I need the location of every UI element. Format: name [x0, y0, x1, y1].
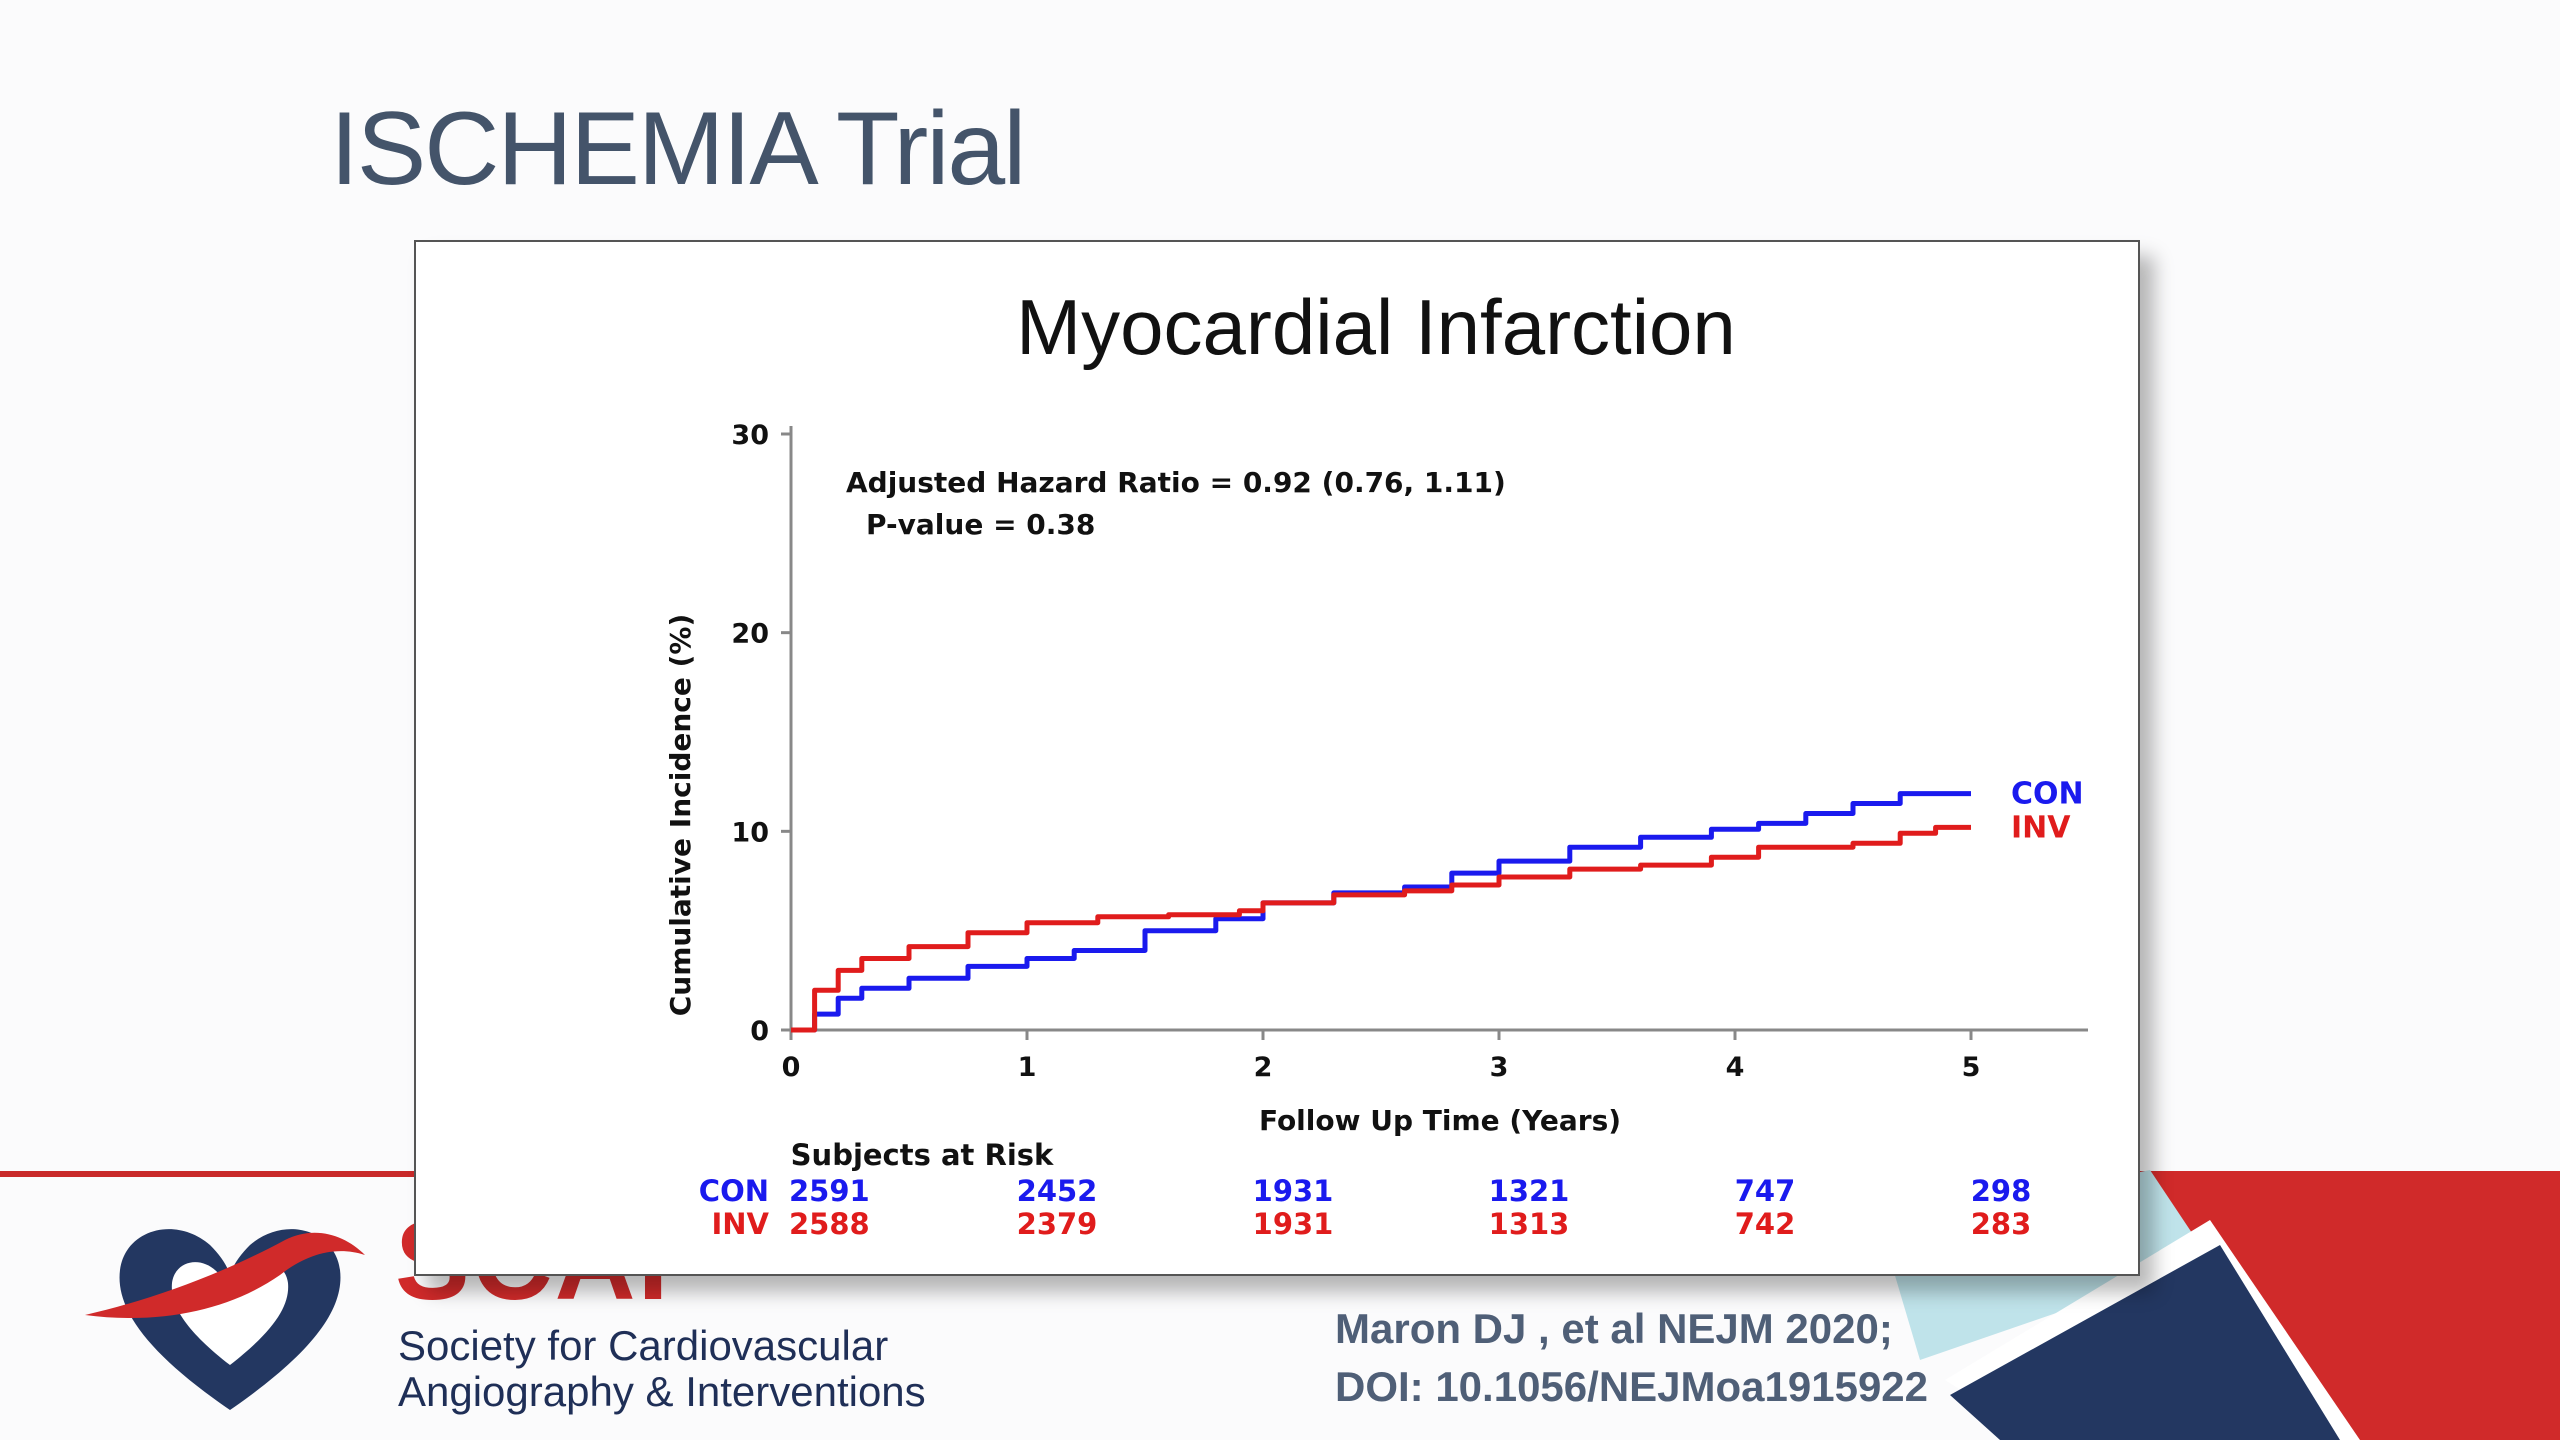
citation-line-1: Maron DJ , et al NEJM 2020;	[1335, 1305, 1893, 1352]
risk-value-inv: 1313	[1489, 1207, 1570, 1241]
risk-row-label-con: CON	[699, 1174, 769, 1208]
y-axis-title: Cumulative Incidence (%)	[664, 614, 697, 1017]
p-value-annotation: P-value = 0.38	[866, 508, 1095, 541]
risk-value-inv: 1931	[1253, 1207, 1334, 1241]
series-line-con	[791, 791, 1971, 1033]
risk-table: CON 2591 2452 1931 1321 747 298 INV 2588 2379 1931…	[699, 1174, 2031, 1241]
risk-value-con: 1931	[1253, 1174, 1334, 1208]
y-tick-label: 20	[731, 619, 769, 650]
x-tick-label: 2	[1254, 1052, 1273, 1083]
risk-value-inv: 742	[1735, 1207, 1796, 1241]
risk-row-label-inv: INV	[711, 1207, 769, 1241]
series-label-inv: INV	[2011, 810, 2071, 845]
risk-table-title: Subjects at Risk	[791, 1138, 1054, 1172]
risk-value-con: 2591	[789, 1174, 870, 1208]
x-tick-label: 5	[1962, 1052, 1981, 1083]
risk-value-inv: 2588	[789, 1207, 870, 1241]
chart-panel: Myocardial Infarction Adjusted Hazard Ra…	[414, 240, 2140, 1276]
risk-value-inv: 283	[1971, 1207, 2032, 1241]
x-tick-label: 1	[1018, 1052, 1037, 1083]
risk-value-con: 298	[1971, 1174, 2032, 1208]
heart-logo-icon	[85, 1229, 365, 1410]
slide-title: ISCHEMIA Trial	[330, 91, 1026, 207]
x-tick-label: 0	[782, 1052, 801, 1083]
series-line-inv	[791, 824, 1971, 1033]
risk-value-inv: 2379	[1017, 1207, 1098, 1241]
x-tick-label: 3	[1490, 1052, 1509, 1083]
accent-navy-shape	[1950, 1245, 2340, 1440]
citation-line-2: DOI: 10.1056/NEJMoa1915922	[1335, 1363, 1929, 1410]
logo-name-line-1: Society for Cardiovascular	[398, 1322, 889, 1369]
risk-value-con: 2452	[1017, 1174, 1098, 1208]
y-tick-label: 30	[731, 420, 769, 451]
x-axis-title: Follow Up Time (Years)	[1259, 1104, 1621, 1137]
x-tick-label: 4	[1726, 1052, 1745, 1083]
km-chart: Myocardial Infarction Adjusted Hazard Ra…	[664, 283, 2088, 1241]
risk-value-con: 1321	[1489, 1174, 1570, 1208]
y-tick-label: 10	[731, 817, 769, 848]
y-tick-label: 0	[750, 1016, 769, 1047]
logo-name-line-2: Angiography & Interventions	[398, 1368, 926, 1415]
risk-value-con: 747	[1735, 1174, 1796, 1208]
chart-title: Myocardial Infarction	[1016, 283, 1736, 371]
series-label-con: CON	[2011, 777, 2084, 812]
hazard-ratio-annotation: Adjusted Hazard Ratio = 0.92 (0.76, 1.11…	[846, 466, 1506, 499]
